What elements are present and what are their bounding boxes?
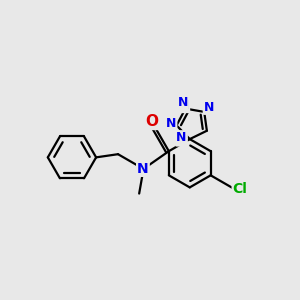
Text: N: N (179, 99, 189, 112)
Text: N: N (137, 162, 149, 176)
Text: N: N (176, 131, 187, 144)
Text: N: N (177, 96, 188, 109)
Text: N: N (166, 117, 176, 130)
Text: N: N (204, 101, 214, 114)
Text: Cl: Cl (232, 182, 247, 196)
Text: N: N (176, 133, 187, 146)
Text: O: O (146, 114, 158, 129)
